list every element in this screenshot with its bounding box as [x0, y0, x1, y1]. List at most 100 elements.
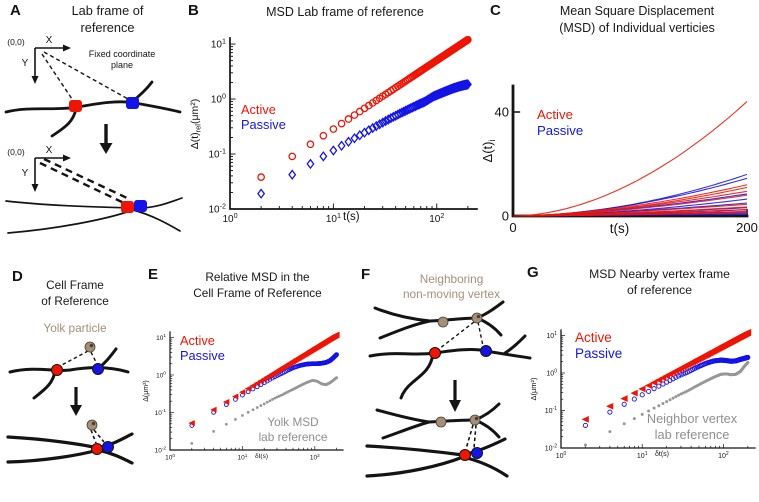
panel-b-chart: Δ(t)rel(μm²) 100 101 102 10-2 10-1 100 101 [189, 35, 478, 225]
active-vertex [91, 443, 103, 455]
legend-passive: Passive [575, 346, 623, 361]
svg-text:101: 101 [211, 36, 226, 50]
panel-b-label: B [188, 2, 199, 19]
panel-f-title: Neighboring non-moving vertex [402, 272, 501, 301]
svg-text:100: 100 [156, 371, 166, 380]
panel-a-label: A [10, 2, 21, 19]
cell-membranes-bottom [365, 437, 509, 478]
svg-text:100: 100 [165, 453, 175, 462]
passive-vertex [126, 97, 139, 109]
active-vertex [51, 364, 63, 376]
y-axis-label: Y [22, 58, 29, 69]
series-passive [257, 79, 472, 199]
neighbor-vertex [437, 316, 449, 328]
time-arrow-icon [449, 380, 461, 412]
axes: 100 101 102 10-2 10-1 100 101 [545, 329, 756, 460]
svg-text:102: 102 [718, 451, 729, 460]
figure-panel-b: B MSD Lab frame of reference Δ(t)rel(μm²… [185, 0, 480, 250]
figure-panel-a: A Lab frame of reference (0,0) X Y Fixed… [0, 0, 185, 250]
yolk-dashed-lines [59, 350, 98, 367]
yolk-particle [84, 341, 96, 353]
panel-b-legend: Active Passive [241, 102, 286, 132]
svg-text:0: 0 [502, 209, 509, 224]
svg-text:100: 100 [222, 211, 237, 225]
panel-c-legend: Active Passive [537, 107, 583, 139]
passive-vertex [92, 363, 104, 375]
legend-active: Active [575, 330, 612, 345]
panel-f-schematic [365, 300, 532, 478]
panel-c-label: C [490, 2, 501, 19]
yolk-particle [86, 419, 98, 431]
passive-vertex [471, 447, 483, 459]
panel-e-label: E [148, 266, 159, 283]
svg-text:10-2: 10-2 [155, 446, 167, 455]
origin-label: (0,0) [7, 147, 25, 157]
origin-label: (0,0) [7, 37, 25, 47]
panel-d-title: Cell Frame of Reference [41, 278, 109, 308]
legend-passive: Passive [537, 123, 584, 138]
panel-d-schematic [6, 341, 134, 465]
panel-a-schematic: (0,0) X Y Fixed coordinate plane [4, 35, 183, 234]
passive-vertex [480, 345, 492, 357]
neighbor-reference-note: Neighbor vertex lab reference [646, 411, 738, 442]
svg-text:Y: Y [22, 168, 29, 179]
y-axis-label: Δ(t)i [480, 140, 497, 163]
reference-dashed-lines [438, 321, 484, 350]
reference-dashed-lines-thick [39, 157, 128, 205]
svg-text:40: 40 [495, 105, 509, 120]
panel-e-legend: Active Passive [180, 333, 225, 363]
svg-text:0: 0 [509, 220, 516, 235]
axes: 100 101 102 10-2 10-1 100 101 [208, 36, 478, 225]
cell-membranes-top [8, 347, 130, 400]
panel-a-title: Lab frame of reference [71, 3, 144, 35]
svg-text:10-1: 10-1 [545, 406, 557, 415]
yolk-dashed-lines-bottom [90, 429, 105, 444]
panel-d-label: D [12, 268, 23, 285]
svg-text:10-2: 10-2 [208, 201, 226, 215]
panel-b-title: MSD Lab frame of reference [266, 5, 424, 19]
coordinate-frame-bottom [31, 154, 71, 192]
svg-text:10-2: 10-2 [545, 444, 557, 453]
active-vertex [429, 347, 441, 359]
active-vertex [459, 449, 471, 461]
svg-text:100: 100 [556, 451, 567, 460]
yolk-particle-core [89, 343, 94, 348]
legend-active: Active [241, 102, 276, 117]
series-active [257, 35, 472, 181]
passive-vertex [134, 200, 147, 212]
panel-g-legend: Active Passive [575, 330, 622, 362]
x-axis-label: X [46, 35, 53, 46]
panel-c-title: Mean Square Displacement (MSD) of Indivi… [559, 4, 715, 35]
reference-dashed-lines [41, 51, 129, 103]
series-active [512, 101, 748, 217]
panel-f-label: F [361, 266, 371, 283]
y-axis-label: Δ(t)rel(μm²) [189, 99, 203, 150]
series-active [188, 331, 340, 427]
cell-membranes-bottom [5, 197, 183, 234]
legend-active: Active [537, 107, 573, 122]
yolk-reference-note: Yolk MSD lab reference [258, 415, 328, 444]
x-axis-label: t(s) [343, 211, 360, 223]
yolk-particle-core [91, 421, 96, 426]
svg-text:101: 101 [237, 453, 247, 462]
svg-text:101: 101 [156, 333, 166, 342]
x-axis-label: δt(s) [655, 451, 670, 458]
svg-text:102: 102 [429, 211, 444, 225]
svg-text:plane: plane [111, 60, 133, 70]
neighbor-vertex [471, 312, 483, 324]
series-active [581, 328, 752, 423]
svg-text:100: 100 [211, 91, 226, 105]
y-axis-label: Δ(μm²) [529, 377, 538, 401]
cell-membranes-top [4, 80, 182, 138]
active-vertex [69, 100, 82, 112]
active-vertex [121, 201, 134, 213]
passive-vertex [102, 441, 114, 453]
svg-text:100: 100 [546, 369, 557, 378]
x-axis-arrow-icon [63, 44, 71, 52]
series-yolk-msd-lab-reference [190, 376, 339, 445]
legend-passive: Passive [180, 347, 225, 363]
svg-text:200: 200 [736, 220, 758, 235]
figure-panel-g: G MSD Nearby vertex frame of reference Δ… [520, 250, 759, 502]
panel-g-label: G [527, 264, 539, 281]
figure-panel-f: F Neighboring non-moving vertex [355, 250, 548, 502]
